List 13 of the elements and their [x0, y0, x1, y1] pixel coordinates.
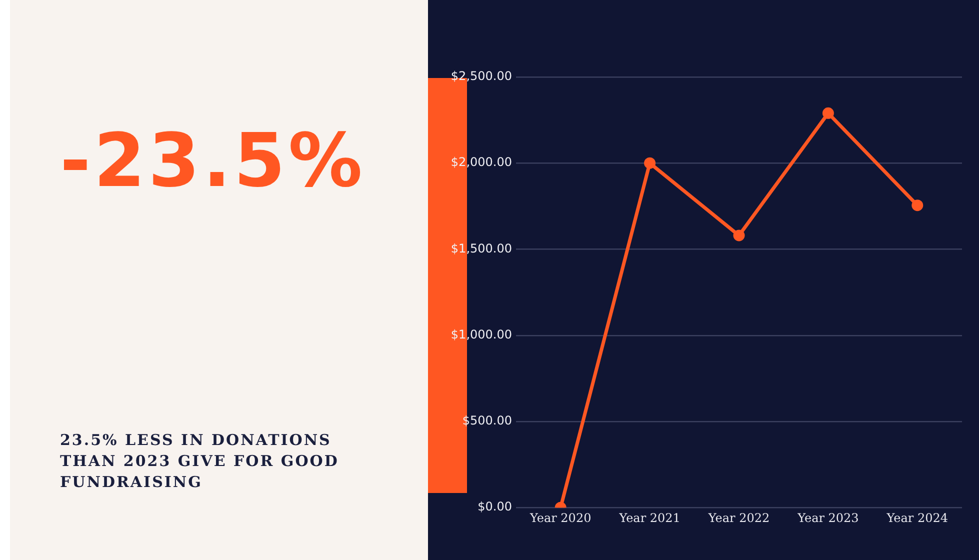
x-tick-label: Year 2020	[528, 510, 592, 525]
point	[822, 107, 834, 119]
x-tick-label: Year 2024	[886, 510, 948, 525]
text: 23.5% LESS IN DONATIONS THAN 2023 GIVE FOR GOOD FUNDRAISING	[60, 430, 340, 493]
x-tick-label: Year 2023	[796, 510, 859, 525]
y-tick-label: $0.00	[478, 500, 512, 514]
point	[912, 200, 924, 212]
point	[644, 157, 656, 169]
text: -23.5%	[60, 118, 366, 204]
point	[733, 230, 745, 242]
x-tick-label: Year 2021	[618, 510, 680, 525]
y-tick-label: $2,500.00	[450, 69, 512, 84]
x-tick-label: Year 2022	[707, 510, 770, 525]
